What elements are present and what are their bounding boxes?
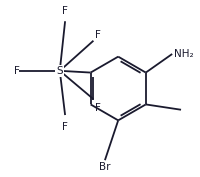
Text: F: F — [14, 66, 20, 76]
Text: F: F — [95, 103, 101, 113]
Text: Br: Br — [99, 162, 110, 172]
Text: F: F — [95, 30, 101, 40]
Text: F: F — [62, 6, 68, 16]
Text: S: S — [56, 66, 63, 76]
Text: NH₂: NH₂ — [173, 49, 193, 59]
Text: F: F — [62, 122, 68, 132]
